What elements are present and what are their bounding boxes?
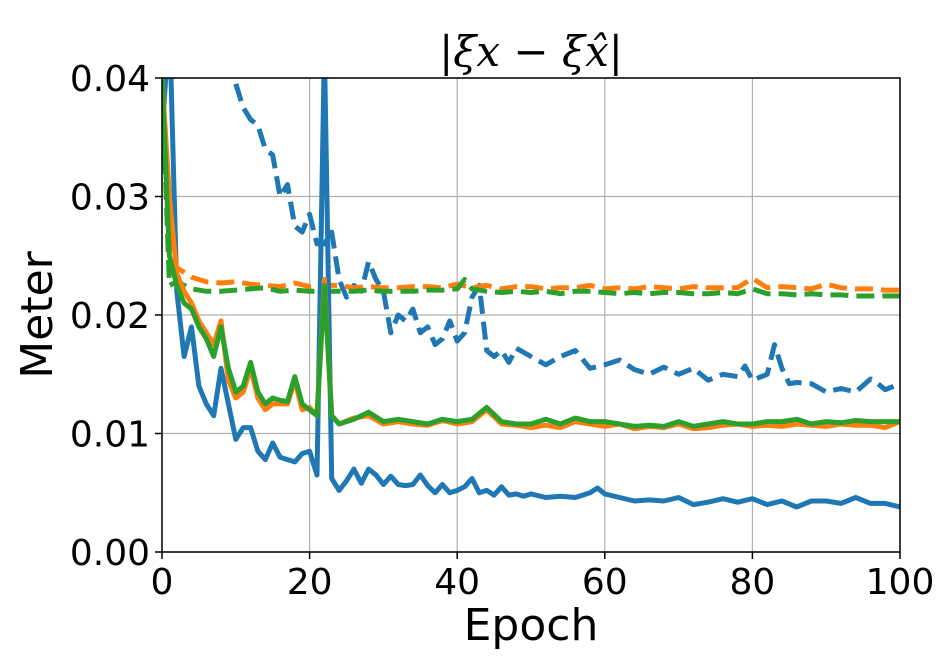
x-axis-label: Epoch (464, 600, 599, 651)
x-tick-label: 80 (729, 562, 775, 603)
y-tick-label: 0.01 (70, 415, 150, 456)
x-tick-label: 60 (582, 562, 628, 603)
series-line-solid (162, 78, 900, 429)
y-tick-label: 0.02 (70, 296, 150, 337)
series-line-dashed (233, 83, 900, 395)
x-tick-label: 100 (866, 562, 935, 603)
chart-title-text: |ξx − ξx̂| (439, 27, 623, 76)
series-group (162, 78, 900, 510)
series-line-solid (162, 78, 900, 432)
x-tick-label: 0 (151, 562, 174, 603)
y-tick-label: 0.00 (70, 533, 150, 574)
x-tick-label: 20 (287, 562, 333, 603)
series-line-dashed (162, 78, 900, 299)
grid (161, 77, 901, 553)
series-line-dashed (162, 78, 900, 293)
chart-title: |ξx − ξx̂| (439, 27, 623, 76)
y-tick-label: 0.03 (70, 178, 150, 219)
ticks: 0 20 40 60 80 100 0.00 0.01 0.02 0.03 0.04 (70, 59, 935, 603)
x-tick-label: 40 (434, 562, 480, 603)
series-line-solid (162, 78, 900, 510)
y-tick-label: 0.04 (70, 59, 150, 100)
y-axis-label: Meter (12, 250, 63, 378)
